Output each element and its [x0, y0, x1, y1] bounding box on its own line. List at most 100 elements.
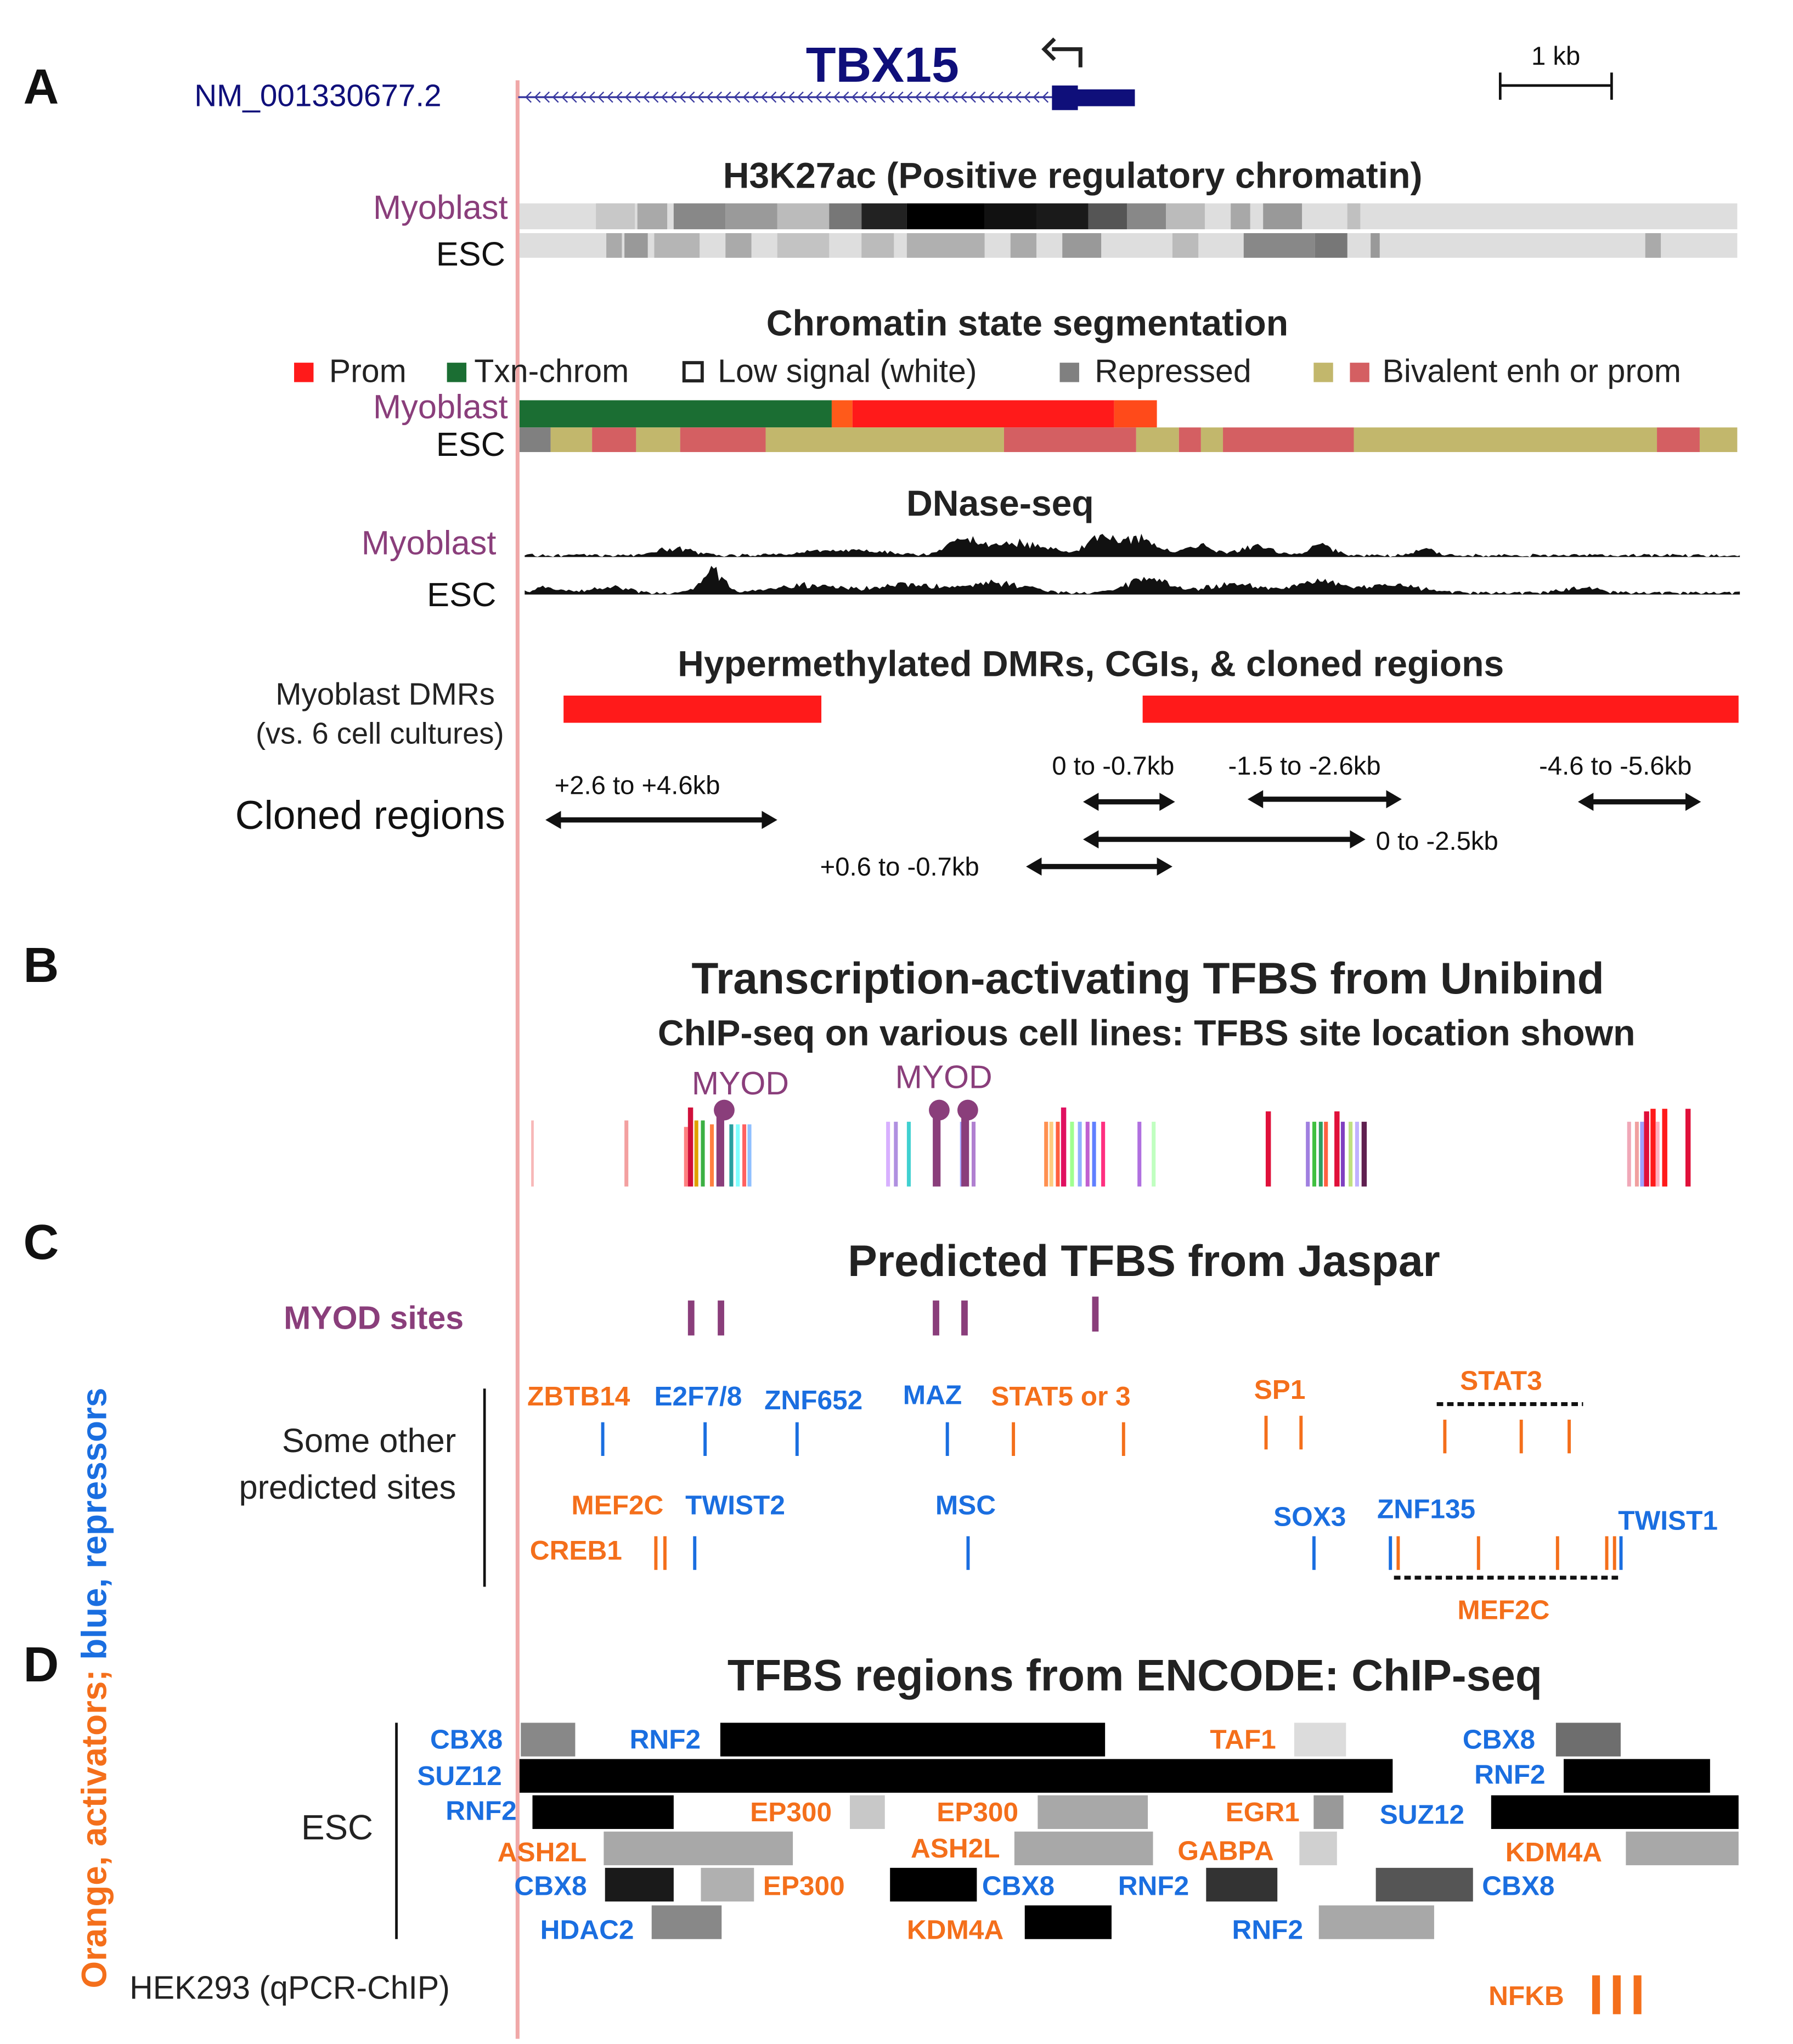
other-sites-label-1: Some other: [282, 1422, 456, 1460]
site-znf652: ZNF652: [764, 1385, 862, 1415]
legend-txn-swatch: [447, 363, 467, 382]
encode-cbx8-4: CBX8: [982, 1870, 1055, 1901]
dmr-label-1: Myoblast DMRs: [275, 677, 495, 712]
encode-rnf2-2: RNF2: [1474, 1759, 1545, 1789]
site-twist1: TWIST1: [1618, 1505, 1718, 1536]
encode-gabpa: GABPA: [1177, 1836, 1273, 1866]
jaspar-myod-sites: [687, 1296, 1099, 1336]
cloned-region-arrows: [545, 790, 1701, 876]
legend-repressed-swatch: [1059, 363, 1079, 382]
site-maz: MAZ: [903, 1380, 962, 1410]
tss-line: [515, 80, 520, 2039]
unibind-title: Transcription-activating TFBS from Unibi…: [691, 954, 1604, 1003]
cloned-label-r6: +0.6 to -0.7kb: [820, 852, 979, 882]
encode-ash2l-1: ASH2L: [498, 1837, 587, 1867]
dnase-myoblast-track: [525, 533, 1740, 557]
unibind-sites: [531, 1107, 1691, 1187]
dnase-title: DNase-seq: [906, 483, 1094, 524]
encode-bars: [519, 1723, 1739, 1939]
chromatin-esc-label: ESC: [436, 426, 505, 464]
nfkb-sites: [1592, 1975, 1642, 2014]
legend-prom: Prom: [329, 353, 407, 389]
encode-rnf2-1: RNF2: [630, 1724, 701, 1755]
cloned-label-r4: -4.6 to -5.6kb: [1539, 752, 1691, 781]
encode-ep300-3: EP300: [763, 1870, 845, 1901]
transcript-id: NM_001330677.2: [194, 79, 441, 114]
site-mef2c-b: MEF2C: [1457, 1595, 1549, 1625]
hek293-label: HEK293 (qPCR-ChIP): [129, 1969, 450, 2006]
cloned-label-r2: 0 to -0.7kb: [1052, 752, 1174, 781]
exon-utr: [1052, 85, 1078, 110]
encode-rnf2-4: RNF2: [1118, 1870, 1189, 1901]
encode-taf1: TAF1: [1210, 1724, 1276, 1755]
chromatin-title: Chromatin state segmentation: [766, 303, 1288, 344]
legend-txn: Txn-chrom: [474, 353, 629, 389]
site-stat3: STAT3: [1460, 1365, 1542, 1396]
encode-kdm4a-1: KDM4A: [1506, 1837, 1602, 1867]
side-label-blue: blue, repressors: [75, 1388, 114, 1670]
dmr-label-2: (vs. 6 cell cultures): [256, 716, 504, 750]
site-creb1: CREB1: [530, 1535, 622, 1566]
h3k27ac-tracks: [519, 203, 1738, 258]
scale-bar-label: 1 kb: [1531, 42, 1580, 71]
dnase-esc-label: ESC: [427, 576, 496, 614]
encode-egr1: EGR1: [1226, 1797, 1300, 1827]
legend-repressed: Repressed: [1095, 353, 1251, 389]
legend-bivalent: Bivalent enh or prom: [1382, 353, 1681, 389]
jaspar-title: Predicted TFBS from Jaspar: [848, 1236, 1440, 1286]
encode-kdm4a-2: KDM4A: [907, 1915, 1003, 1945]
intron-arrows: [525, 91, 1049, 103]
unibind-subtitle: ChIP-seq on various cell lines: TFBS sit…: [658, 1013, 1636, 1054]
site-msc: MSC: [935, 1489, 996, 1520]
cloned-label-r1: +2.6 to +4.6kb: [555, 771, 720, 800]
encode-cbx8-5: CBX8: [1482, 1870, 1554, 1901]
encode-cbx8-1: CBX8: [430, 1724, 503, 1755]
cloned-label-r3: -1.5 to -2.6kb: [1228, 752, 1380, 781]
tss-arrowhead-icon: [1041, 37, 1056, 61]
encode-rnf2-5: RNF2: [1232, 1915, 1303, 1945]
encode-suz12-1: SUZ12: [417, 1760, 501, 1791]
encode-suz12-2: SUZ12: [1380, 1799, 1464, 1830]
encode-ep300-2: EP300: [937, 1797, 1018, 1827]
chromatin-myoblast-label: Myoblast: [373, 388, 508, 426]
chromatin-tracks: [519, 400, 1738, 453]
dmr-title: Hypermethylated DMRs, CGIs, & cloned reg…: [678, 644, 1504, 685]
panel-letter-a: A: [24, 60, 59, 115]
h3k27ac-myoblast-label: Myoblast: [373, 189, 508, 227]
side-label-orange: Orange, activators;: [75, 1669, 114, 1988]
panel-letter-d: D: [24, 1638, 59, 1692]
other-sites-label-2: predicted sites: [239, 1469, 456, 1506]
legend-prom-swatch: [294, 363, 314, 382]
site-zbtb14: ZBTB14: [527, 1381, 630, 1411]
jaspar-site-ticks: [601, 1415, 1623, 1570]
myod-lollipops: [714, 1099, 978, 1187]
encode-rnf2-3: RNF2: [446, 1795, 516, 1826]
site-stat53: STAT5 or 3: [991, 1381, 1130, 1411]
site-e2f78: E2F7/8: [654, 1381, 742, 1411]
site-sox3: SOX3: [1273, 1501, 1346, 1532]
activator-repressor-key: Orange, activators; blue, repressors: [75, 1388, 114, 1989]
site-mef2c-a: MEF2C: [571, 1489, 663, 1520]
h3k27ac-title: H3K27ac (Positive regulatory chromatin): [723, 155, 1423, 196]
h3k27ac-esc-label: ESC: [436, 235, 505, 273]
cloned-label-r5: 0 to -2.5kb: [1376, 827, 1498, 856]
encode-esc-label: ESC: [301, 1808, 373, 1847]
exon-block: [1075, 89, 1135, 106]
site-znf135: ZNF135: [1377, 1493, 1475, 1524]
panel-letter-b: B: [24, 938, 59, 993]
encode-title: TFBS regions from ENCODE: ChIP-seq: [728, 1651, 1542, 1700]
panel-letter-c: C: [24, 1215, 59, 1270]
dmr-bar-1: [563, 695, 822, 723]
h3k27ac-esc-row: [519, 233, 1738, 258]
unibind-myod-label-2: MYOD: [895, 1059, 993, 1095]
encode-cbx8-2: CBX8: [1463, 1724, 1535, 1755]
encode-ash2l-2: ASH2L: [911, 1833, 1000, 1864]
site-twist2: TWIST2: [685, 1489, 785, 1520]
encode-hdac2: HDAC2: [540, 1915, 634, 1945]
site-sp1: SP1: [1254, 1374, 1306, 1405]
legend-low: Low signal (white): [718, 353, 977, 389]
legend-low-swatch: [682, 361, 704, 383]
dnase-esc-track: [525, 566, 1740, 595]
legend-bivalent-swatch1: [1313, 363, 1333, 382]
